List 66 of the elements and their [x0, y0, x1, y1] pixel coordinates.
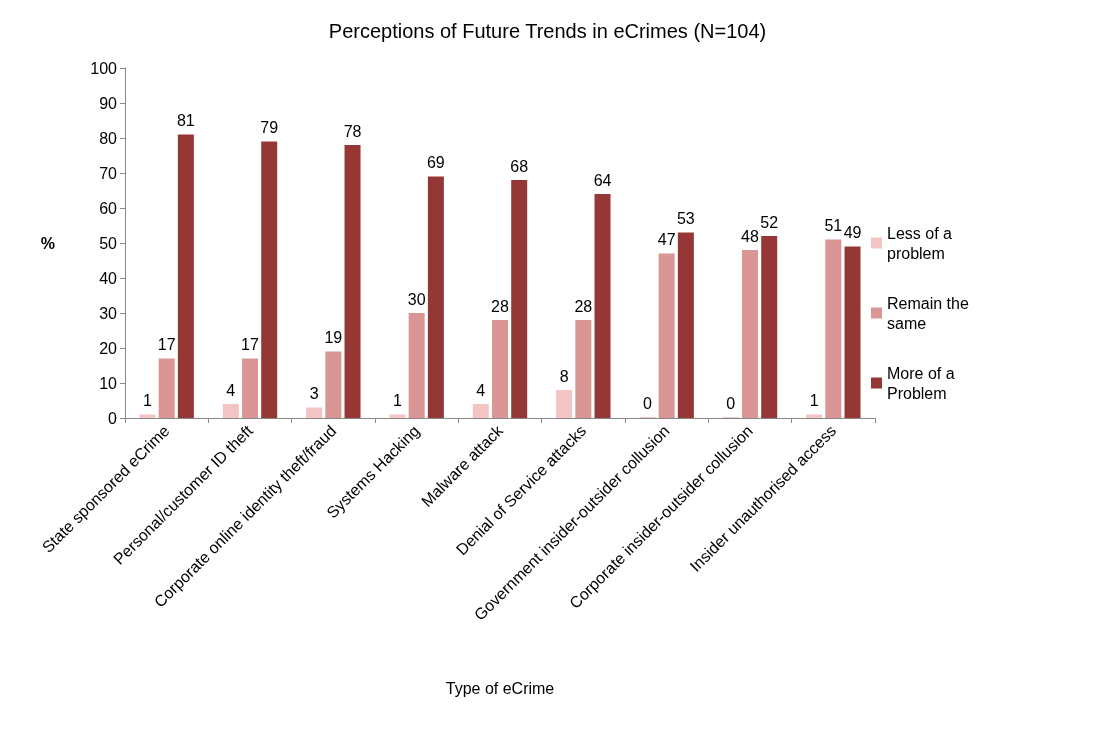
y-tick-label: 80	[99, 129, 118, 147]
bar	[472, 404, 489, 418]
data-label: 28	[491, 297, 509, 315]
bar	[325, 351, 342, 418]
data-label: 68	[510, 157, 529, 175]
data-label: 0	[643, 394, 653, 412]
bar	[222, 404, 239, 418]
bar	[306, 407, 323, 418]
bar	[408, 313, 425, 418]
data-label: 78	[343, 122, 362, 140]
data-label: 1	[143, 392, 153, 409]
data-label: 4	[226, 381, 236, 399]
data-label: 64	[593, 171, 612, 189]
legend-label: More of a Problem	[887, 364, 960, 402]
y-tick-label: 70	[99, 164, 118, 182]
data-label: 53	[676, 210, 695, 227]
bar	[594, 194, 611, 418]
data-label: 1	[393, 392, 403, 409]
bar	[844, 246, 861, 418]
y-tick-label: 90	[99, 94, 118, 112]
y-tick-label: 30	[99, 304, 118, 322]
legend-label: Remain the same	[887, 294, 974, 332]
y-tick-label: 20	[99, 339, 118, 357]
bar	[261, 141, 278, 418]
data-label: 47	[657, 231, 676, 248]
y-tick-label: 10	[99, 374, 118, 392]
data-label: 8	[559, 367, 569, 385]
bar	[427, 176, 444, 418]
y-tick-label: 50	[99, 234, 118, 252]
bar	[761, 236, 778, 418]
data-label: 0	[726, 394, 736, 412]
bar	[742, 250, 758, 418]
bar	[177, 134, 194, 418]
bar	[158, 358, 175, 418]
data-label: 3	[309, 385, 319, 402]
data-label: 81	[176, 112, 195, 129]
bar	[242, 358, 258, 418]
bar	[556, 390, 573, 418]
chart-title: Perceptions of Future Trends in eCrimes (N=104)	[328, 20, 767, 42]
data-label: 30	[407, 290, 426, 308]
data-label: 17	[157, 336, 176, 353]
data-label: 48	[741, 227, 759, 245]
legend-label: Less of a problem	[887, 224, 957, 262]
y-axis-title: %	[40, 234, 55, 252]
bar	[825, 239, 842, 418]
bar	[344, 145, 361, 418]
bar	[575, 320, 592, 418]
data-label: 19	[324, 329, 343, 346]
data-label: 28	[574, 297, 593, 315]
data-label: 69	[426, 154, 445, 171]
bar	[511, 180, 528, 418]
y-tick-label: 100	[90, 59, 118, 77]
bar	[492, 320, 508, 418]
data-label: 4	[476, 381, 486, 399]
bar	[658, 253, 675, 418]
data-label: 79	[260, 119, 279, 136]
data-label: 51	[824, 217, 843, 234]
data-label: 17	[241, 336, 259, 353]
x-axis-title: Type of eCrime	[445, 679, 555, 697]
data-label: 49	[843, 224, 862, 241]
data-label: 1	[809, 392, 819, 409]
y-tick-label: 60	[99, 199, 118, 217]
bar	[677, 232, 694, 418]
y-tick-label: 40	[99, 269, 118, 287]
y-tick-label: 0	[108, 409, 118, 427]
data-label: 52	[760, 213, 779, 231]
